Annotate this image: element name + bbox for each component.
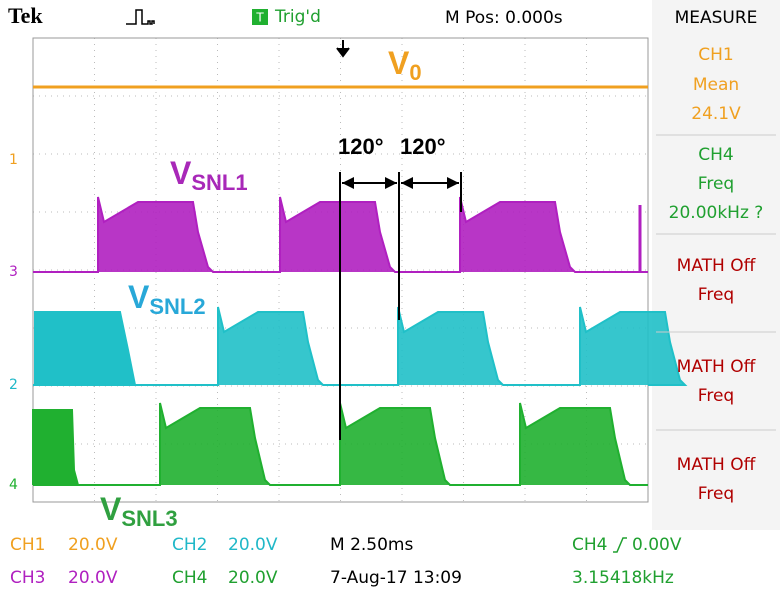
position: M Pos: 0.000s — [445, 8, 563, 28]
brand: Tek — [8, 3, 43, 28]
channel-marker: 3 — [9, 264, 18, 280]
trigger-frequency: 3.15418kHz — [572, 568, 674, 588]
measure-source: MATH Off — [677, 455, 757, 475]
trigger-level: 0.00V — [632, 535, 682, 555]
channel: CH1 — [10, 535, 45, 555]
measure-source: CH1 — [698, 45, 733, 65]
measure-type: Freq — [698, 285, 734, 305]
oscilloscope-screen: Tek T Trig'd M Pos: 0.000s MEASURE 120° … — [0, 0, 780, 593]
measure-type: Mean — [693, 75, 739, 95]
measure-type: Freq — [698, 484, 734, 504]
measure-type: Freq — [698, 174, 734, 194]
measure-source: CH4 — [698, 145, 733, 165]
measure-value: 20.00kHz ? — [669, 203, 764, 223]
timestamp: 7-Aug-17 13:09 — [330, 568, 462, 588]
menu-title: MEASURE — [675, 8, 758, 28]
measure-type: Freq — [698, 386, 734, 406]
channel-marker: 1 — [9, 152, 18, 168]
scale: 20.0V — [228, 568, 278, 588]
trigger-source: CH4 — [572, 535, 607, 555]
phase-angle: 120° — [400, 134, 446, 159]
scale: 20.0V — [68, 535, 118, 555]
channel-marker: 4 — [9, 477, 18, 493]
scale: 20.0V — [228, 535, 278, 555]
trigger-status: Trig'd — [274, 7, 321, 27]
channel: CH2 — [172, 535, 207, 555]
measure-value: 24.1V — [691, 104, 741, 124]
measure-source: MATH Off — [677, 357, 757, 377]
trace-ch4-start — [33, 410, 78, 485]
phase-angle: 120° — [338, 134, 384, 159]
channel-marker: 2 — [9, 377, 18, 393]
channel: CH4 — [172, 568, 207, 588]
channel: CH3 — [10, 568, 45, 588]
scale: 20.0V — [68, 568, 118, 588]
trace-ch2-start — [35, 312, 135, 385]
trigger-icon-glyph: T — [255, 11, 264, 25]
timebase: M 2.50ms — [330, 535, 413, 555]
measure-source: MATH Off — [677, 256, 757, 276]
